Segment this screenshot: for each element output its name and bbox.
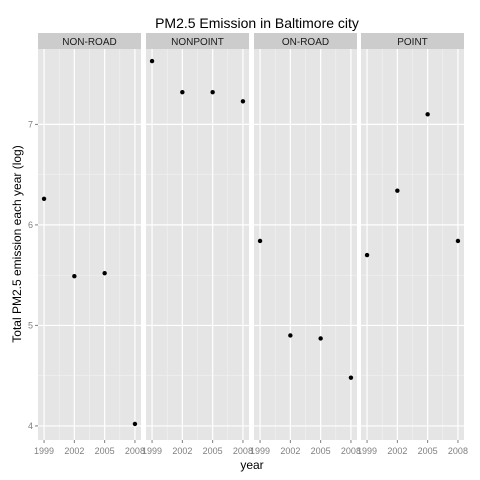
x-tick-label: 2005 — [418, 446, 438, 456]
data-point — [180, 90, 185, 95]
x-tick-label: 2008 — [341, 446, 361, 456]
data-point — [149, 58, 155, 64]
x-tick-label: 1999 — [142, 446, 162, 456]
x-tick-label: 2002 — [387, 446, 407, 456]
data-point — [288, 333, 293, 338]
x-tick-label: 2002 — [172, 446, 192, 456]
data-point — [318, 336, 323, 341]
x-tick-label: 1999 — [34, 446, 54, 456]
y-axis-title: Total PM2.5 emission each year (log) — [10, 145, 24, 342]
chart-title: PM2.5 Emission in Baltimore city — [155, 15, 359, 31]
facet-panels: NON-ROAD 1999 2002 2005 2008 NONPOINT 1999 2002… — [34, 33, 468, 456]
facet-panel-3: ON-ROAD 1999 2002 2005 2008 — [250, 33, 361, 456]
y-tick-label: 4 — [28, 421, 33, 431]
facet-panel-4: POINT 1999 2002 2005 2008 — [357, 33, 468, 456]
y-tick-label: 5 — [28, 320, 33, 330]
x-tick-label: 1999 — [250, 446, 270, 456]
facet-panel-2: NONPOINT 1999 2002 2005 2008 — [142, 33, 253, 456]
facet-strip — [146, 33, 249, 49]
x-tick-label: 2008 — [125, 446, 145, 456]
data-point — [132, 421, 138, 427]
x-tick-label: 2005 — [203, 446, 223, 456]
data-point — [364, 252, 370, 258]
x-tick-label: 2002 — [280, 446, 300, 456]
facet-panel-1: NON-ROAD 1999 2002 2005 2008 — [34, 33, 145, 456]
data-point — [425, 112, 430, 117]
facet-strip-label: ON-ROAD — [282, 37, 329, 48]
facet-strip-label: NONPOINT — [171, 37, 224, 48]
data-point — [240, 99, 246, 104]
x-tick-label: 1999 — [357, 446, 377, 456]
data-point — [41, 196, 47, 201]
data-point — [210, 90, 215, 95]
x-axis-title: year — [240, 458, 263, 472]
facet-strip-label: POINT — [397, 37, 428, 48]
facet-strip — [361, 33, 464, 49]
data-point — [72, 273, 77, 279]
facet-strip — [38, 33, 141, 49]
x-tick-label: 2005 — [311, 446, 331, 456]
data-point — [348, 375, 354, 380]
y-tick-label: 6 — [28, 220, 33, 230]
y-tick-label: 7 — [28, 119, 33, 129]
x-tick-label: 2008 — [448, 446, 468, 456]
facet-strip-label: NON-ROAD — [62, 37, 116, 48]
facet-strip — [254, 33, 357, 49]
data-point — [102, 270, 107, 276]
y-axis: 4 5 6 7 — [28, 119, 38, 431]
data-point — [395, 188, 400, 193]
data-point — [257, 238, 263, 244]
data-point — [455, 238, 461, 244]
x-tick-label: 2002 — [64, 446, 84, 456]
x-tick-label: 2008 — [233, 446, 253, 456]
x-tick-label: 2005 — [95, 446, 115, 456]
